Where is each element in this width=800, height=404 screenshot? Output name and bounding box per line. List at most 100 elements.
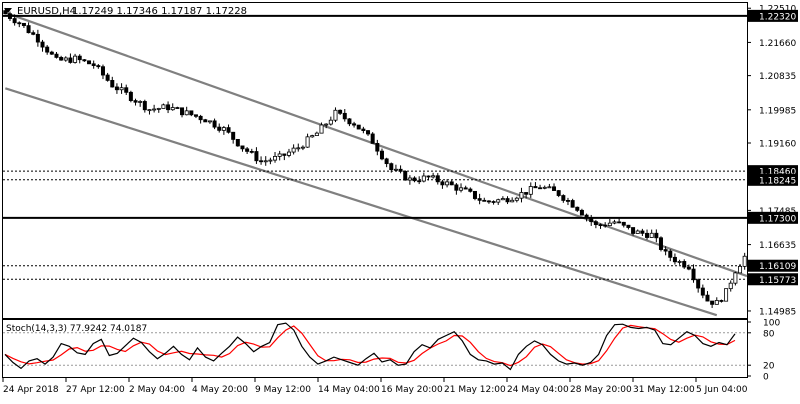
level-label-box [748, 211, 798, 224]
candle-body [249, 150, 254, 153]
candle [328, 116, 333, 126]
candle-body [333, 109, 338, 121]
candle-body [203, 119, 208, 123]
stoch-lines [3, 322, 747, 371]
candle [738, 263, 743, 274]
candle-body [421, 175, 426, 182]
candle-body [119, 87, 124, 91]
candle [291, 144, 296, 155]
candle-body [514, 197, 519, 201]
candle-body [728, 282, 733, 290]
candle-body [682, 261, 687, 268]
candle-body [217, 126, 222, 131]
candle-body [538, 187, 543, 190]
price-tick-label: 1.19985 [759, 106, 796, 116]
candle-body [663, 249, 668, 252]
candle [193, 114, 198, 119]
candle-body [454, 184, 459, 191]
candle-body [305, 136, 310, 148]
channel-upper-extension [716, 264, 748, 278]
candle-body [245, 148, 250, 152]
candle [245, 147, 250, 154]
stoch-label: Stoch(14,3,3) 77.9242 74.0187 [6, 324, 147, 334]
candle [347, 118, 352, 127]
candle-body [370, 133, 375, 144]
candle [268, 157, 273, 165]
candle [207, 120, 212, 124]
candle [579, 208, 584, 216]
candle [96, 64, 101, 69]
candle-body [124, 87, 129, 93]
candle [445, 179, 450, 188]
candle [719, 299, 724, 303]
candle [626, 224, 631, 230]
candle [449, 180, 454, 186]
candle-body [393, 168, 398, 171]
candle [393, 164, 398, 172]
candle-body [87, 60, 92, 65]
candle-body [575, 206, 580, 211]
candle [575, 206, 580, 212]
candle-body [49, 51, 54, 55]
candle [519, 187, 524, 203]
candle-body [319, 124, 324, 134]
candle [259, 156, 264, 165]
candle-body [142, 101, 147, 111]
candle [742, 252, 747, 270]
candle-body [486, 200, 491, 203]
level-label-box [748, 273, 798, 286]
time-tick-label: 14 May 04:00 [318, 385, 380, 395]
candle [686, 264, 691, 271]
candle [645, 229, 650, 240]
candle-body [133, 100, 138, 103]
candle [658, 236, 663, 252]
time-tick-label: 5 Jun 04:00 [696, 385, 748, 395]
stoch-tick-label: 100 [763, 319, 780, 329]
candle-body [338, 109, 343, 114]
horizontal-levels[interactable] [3, 14, 747, 280]
candle [110, 76, 115, 88]
candle-body [500, 198, 505, 201]
candle-body [231, 131, 236, 140]
candle-body [617, 221, 622, 224]
candle [180, 107, 185, 118]
symbol-dropdown-arrow-icon[interactable] [4, 8, 12, 13]
candle-body [649, 232, 654, 238]
candle [40, 39, 45, 52]
candle-body [170, 107, 175, 111]
stoch-tick-label: 0 [763, 373, 769, 383]
candle [21, 22, 26, 29]
candle-body [161, 104, 166, 109]
stoch-main-line [4, 322, 736, 371]
candle-body [114, 86, 119, 91]
candle-body [440, 181, 445, 186]
candle-body [207, 120, 212, 123]
candle-body [282, 153, 287, 156]
candle [407, 175, 412, 185]
candle [677, 259, 682, 265]
candle [454, 183, 459, 195]
candle-body [63, 57, 68, 61]
candle-body [379, 150, 384, 160]
candle [538, 184, 543, 190]
candle [375, 139, 380, 156]
candle [240, 145, 245, 152]
candle [552, 183, 557, 191]
candle-body [482, 199, 487, 202]
candle-body [719, 300, 724, 302]
candle-body [658, 237, 663, 250]
candle-body [519, 192, 524, 199]
candle [273, 151, 278, 163]
channel-lines[interactable] [4, 11, 748, 317]
candle [17, 21, 22, 28]
level-label-text: 1.17300 [759, 214, 796, 224]
candle [631, 227, 636, 236]
candle [477, 193, 482, 205]
candle [12, 14, 17, 26]
candle [663, 246, 668, 256]
candle-body [686, 266, 691, 270]
candle [77, 54, 82, 64]
candle [68, 53, 73, 64]
